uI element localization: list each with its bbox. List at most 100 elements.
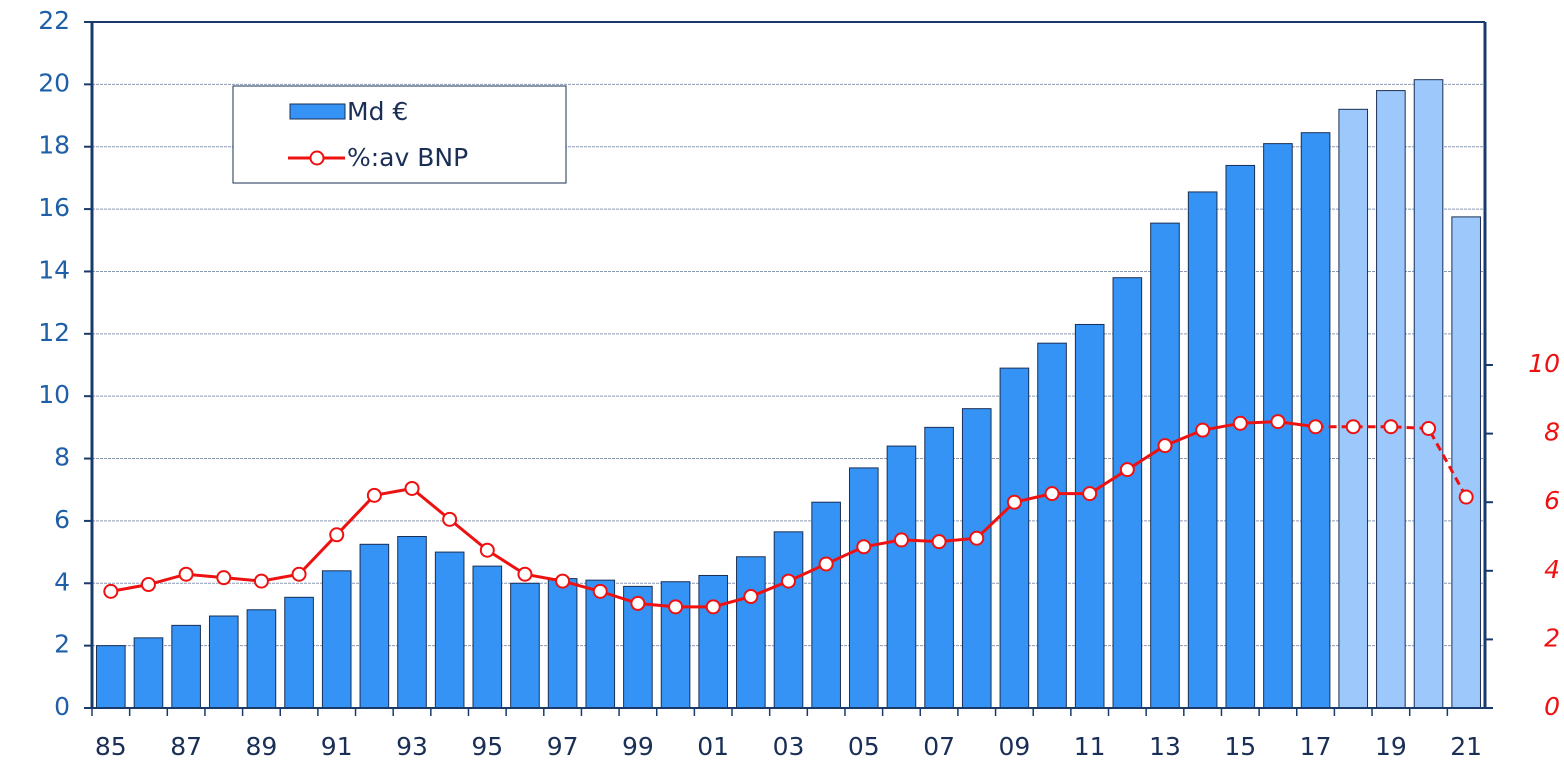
line-marker [856,539,872,555]
y2-tick-label: 4 [1544,555,1560,584]
y-tick-label: 18 [38,131,70,160]
x-tick-label: 17 [1300,732,1332,761]
line-marker [1157,438,1173,454]
x-tick-label: 11 [1074,732,1106,761]
line-marker [1082,486,1098,502]
line-marker [140,577,156,593]
line-marker [668,599,684,615]
x-tick-label: 21 [1450,732,1482,761]
legend-box [232,85,567,184]
line-marker [1232,415,1248,431]
x-tick-label: 99 [622,732,654,761]
bar [698,574,729,709]
y2-tick-label: 6 [1544,486,1560,515]
x-tick-label: 93 [396,732,428,761]
bar [886,445,917,709]
bar [208,615,239,709]
bar [811,501,841,709]
y-tick-label: 4 [54,567,70,596]
y2-tick-label: 10 [1528,349,1560,378]
bar [961,408,992,709]
line-marker [1270,414,1286,430]
x-tick-label: 91 [321,732,353,761]
line-marker [517,566,533,582]
y2-tick-label: 0 [1544,692,1560,721]
line-marker [1119,462,1135,478]
line-marker [592,583,608,599]
y-tick-label: 6 [54,505,70,534]
line-marker [1383,419,1399,435]
bar [1112,277,1143,709]
y2-tick-label: 8 [1544,418,1560,447]
bar [848,467,879,709]
x-tick-label: 03 [773,732,805,761]
y-tick-label: 0 [54,692,70,721]
line-marker [931,534,947,550]
legend: Md € %:av BNP [232,85,567,184]
bar [736,556,766,709]
bar [472,565,503,709]
line-marker [781,573,796,589]
line-marker [442,511,458,527]
line-marker [555,573,571,589]
line-marker [1308,419,1324,435]
line-marker [404,480,420,496]
bar [434,551,465,709]
bar [1150,222,1180,709]
y-tick-label: 2 [54,630,70,659]
y-tick-label: 16 [38,193,70,222]
line-marker [178,566,194,582]
y2-tick-label: 2 [1544,623,1560,652]
line-marker [1458,489,1474,505]
y-tick-label: 22 [38,6,70,35]
line-marker [1044,486,1060,502]
x-tick-label: 89 [246,732,278,761]
bar [171,624,201,709]
bar [1074,323,1105,709]
bar [999,367,1030,709]
line-marker [893,532,909,548]
x-tick-label: 05 [848,732,880,761]
y-tick-label: 10 [38,380,70,409]
line-marker [818,556,834,572]
line-marker [1421,420,1437,436]
bar [133,637,164,709]
x-tick-label: 95 [471,732,503,761]
bar [924,426,954,709]
bar [547,578,578,709]
legend-label: Md € [347,97,408,126]
bar [1225,164,1256,709]
bar [1413,79,1444,709]
x-tick-label: 07 [923,732,955,761]
bar [510,582,540,709]
bar [284,596,314,709]
bar [246,609,277,709]
x-tick-label: 97 [547,732,579,761]
bar [321,570,352,709]
y-tick-label: 12 [38,318,70,347]
line-marker [291,566,307,582]
x-tick-label: 15 [1224,732,1256,761]
x-tick-label: 09 [998,732,1030,761]
line-marker [743,589,759,605]
line-marker [216,570,232,586]
legend-swatch [289,103,346,120]
line-marker [1195,422,1211,438]
y-tick-label: 14 [38,255,70,284]
bar [1451,216,1481,709]
x-tick-label: 85 [95,732,127,761]
line-marker [969,530,985,546]
bar [1376,90,1406,709]
legend-label: %:av BNP [347,143,468,172]
bar [359,543,390,709]
bar [1037,342,1067,709]
line-marker [329,527,345,543]
bar [397,536,427,709]
legend-marker [309,150,325,166]
bar [1187,191,1218,709]
x-tick-label: 87 [170,732,202,761]
line-marker [630,595,646,611]
x-tick-label: 13 [1149,732,1181,761]
line-marker [705,599,721,615]
